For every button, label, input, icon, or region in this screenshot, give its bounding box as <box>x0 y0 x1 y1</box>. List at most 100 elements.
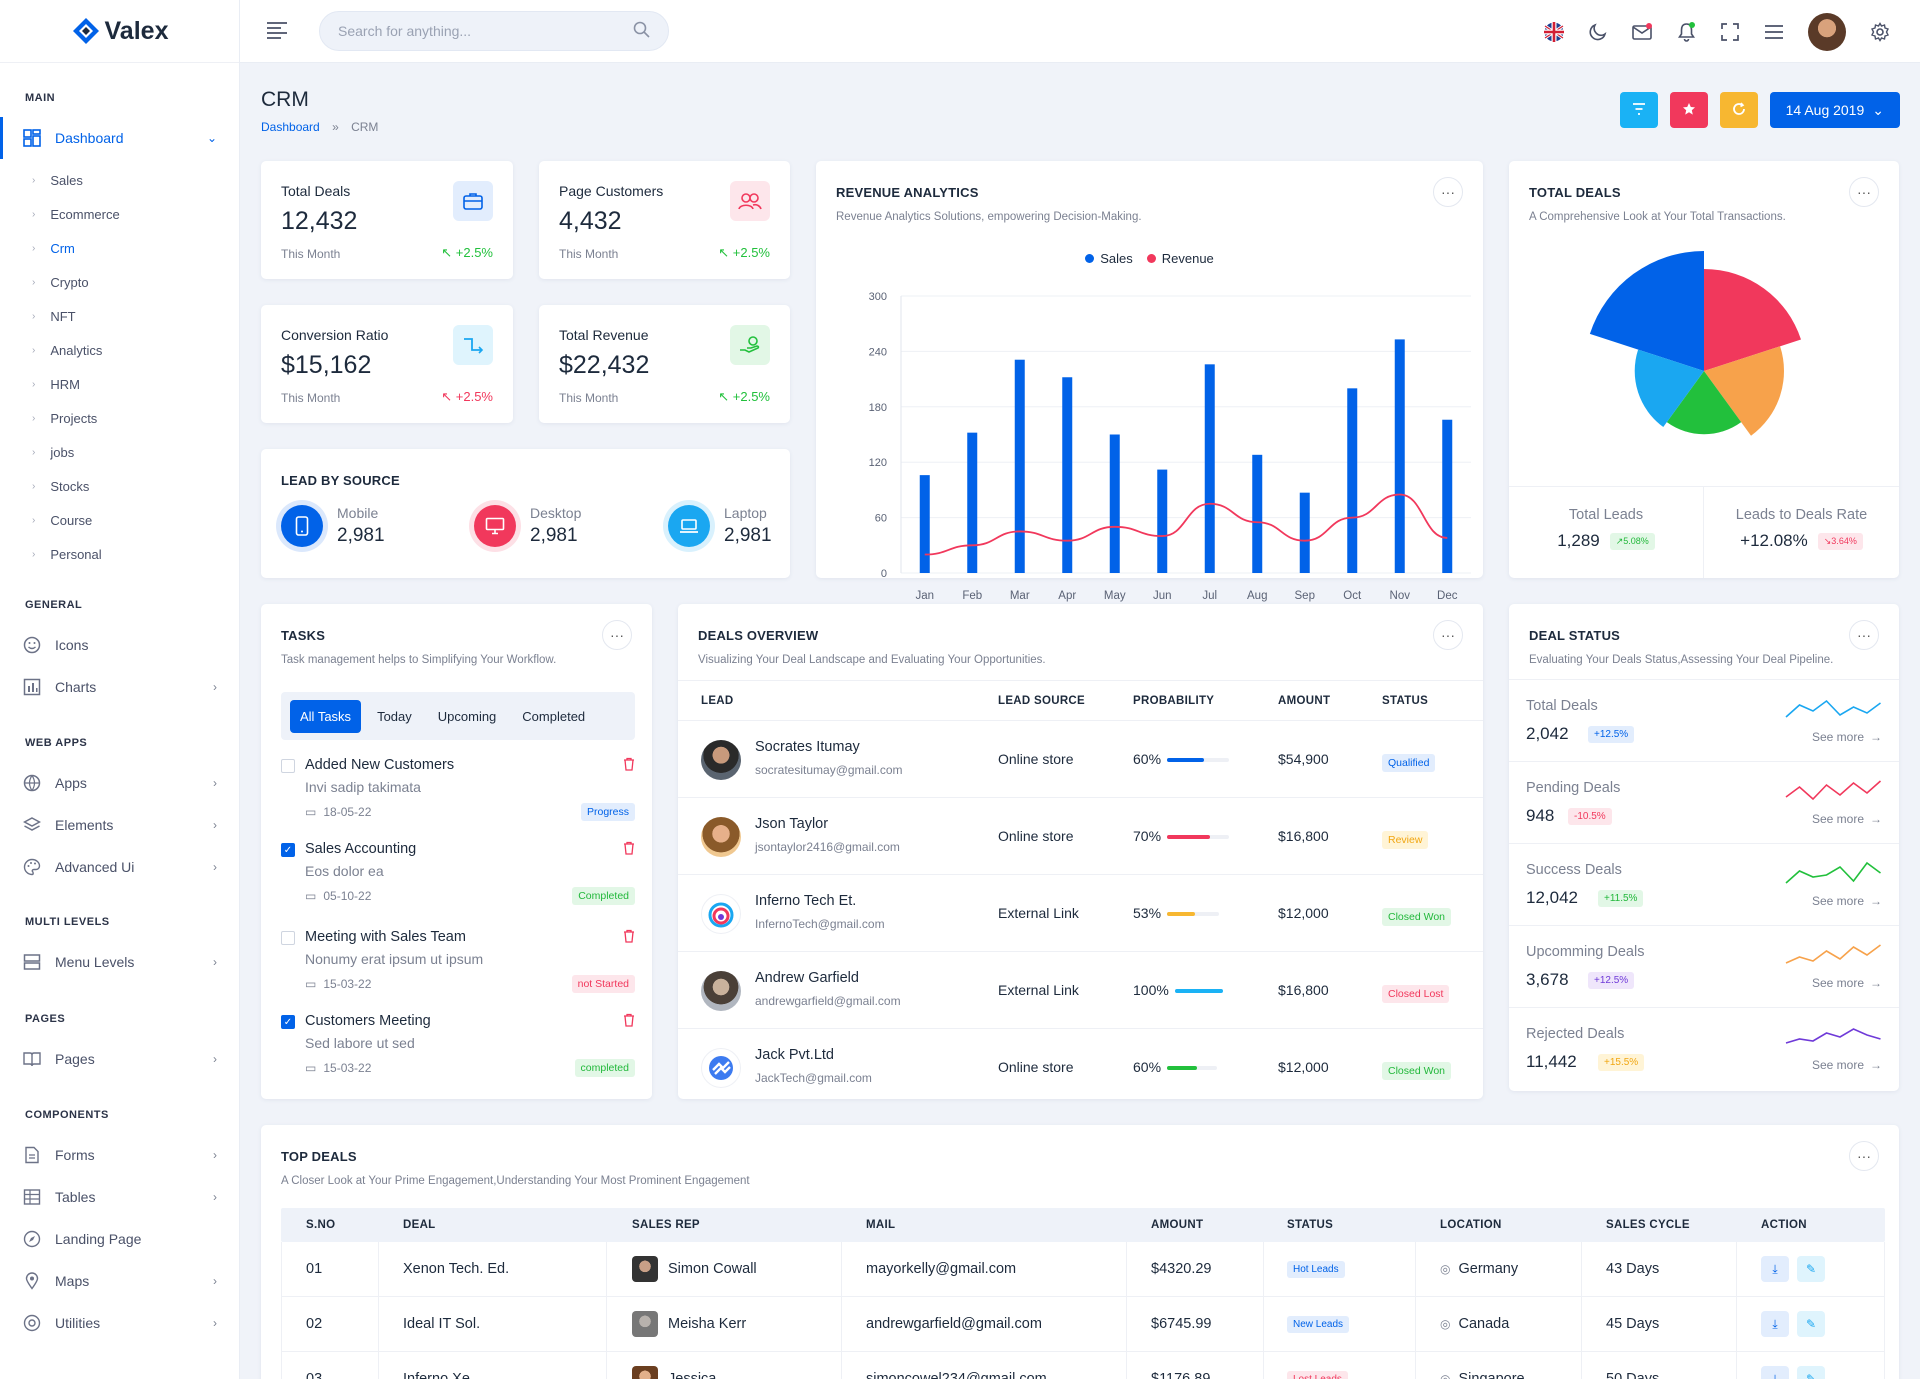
pie-slice-1[interactable] <box>1704 269 1801 371</box>
task-checkbox[interactable] <box>281 931 295 945</box>
task-checkbox[interactable] <box>281 759 295 773</box>
bar-sales-oct[interactable] <box>1347 388 1358 573</box>
search-box[interactable]: Search for anything... <box>319 11 669 51</box>
download-button[interactable]: ⤓ <box>1761 1256 1789 1282</box>
sidebar-item-maps[interactable]: Maps › <box>0 1260 239 1302</box>
bar-sales-may[interactable] <box>1109 434 1120 574</box>
edit-button[interactable]: ✎ <box>1797 1256 1825 1282</box>
more-options-button[interactable]: ··· <box>1849 177 1879 207</box>
bar-sales-dec[interactable] <box>1442 419 1453 573</box>
sidebar-item-utilities[interactable]: Utilities › <box>0 1302 239 1344</box>
menu-toggle-icon[interactable] <box>266 21 288 42</box>
sidebar-item-forms[interactable]: Forms › <box>0 1134 239 1176</box>
see-more-link[interactable]: See more → <box>1811 730 1882 744</box>
trash-icon[interactable] <box>623 1013 635 1030</box>
trash-icon[interactable] <box>623 757 635 774</box>
sidebar-item-menu-levels[interactable]: Menu Levels › <box>0 941 239 983</box>
refresh-button[interactable] <box>1719 92 1758 128</box>
table-row[interactable]: Json Taylor jsontaylor2416@gmail.com Onl… <box>678 797 1483 874</box>
search-icon[interactable] <box>633 21 650 41</box>
see-more-link[interactable]: See more → <box>1811 812 1882 826</box>
filter-button[interactable] <box>1619 92 1658 128</box>
download-button[interactable]: ⤓ <box>1761 1311 1789 1337</box>
more-options-button[interactable]: ··· <box>1433 177 1463 207</box>
pie-slice-4[interactable] <box>1634 349 1704 428</box>
sidebar-item-charts[interactable]: Charts › <box>0 666 239 708</box>
hamburger-menu-icon[interactable] <box>1764 22 1784 42</box>
tab-today[interactable]: Today <box>377 708 412 724</box>
bell-icon[interactable] <box>1676 21 1696 42</box>
legend-item-sales[interactable]: Sales <box>1085 251 1133 266</box>
more-options-button[interactable]: ··· <box>1849 1141 1879 1171</box>
more-options-button[interactable]: ··· <box>602 620 632 650</box>
see-more-link[interactable]: See more → <box>1811 1058 1882 1072</box>
moon-icon[interactable] <box>1588 22 1608 42</box>
sidebar-sub-analytics[interactable]: › Analytics <box>0 333 239 367</box>
sparkline <box>1785 1028 1881 1044</box>
trash-icon[interactable] <box>623 841 635 858</box>
bar-sales-feb[interactable] <box>967 432 978 573</box>
bar-sales-jul[interactable] <box>1204 364 1215 573</box>
sidebar-sub-course[interactable]: › Course <box>0 503 239 537</box>
sidebar-sub-jobs[interactable]: › jobs <box>0 435 239 469</box>
tab-upcoming[interactable]: Upcoming <box>437 708 497 724</box>
sidebar-sub-sales[interactable]: › Sales <box>0 163 239 197</box>
table-row[interactable]: 02 Ideal IT Sol. Meisha Kerr andrewgarfield… <box>281 1297 1885 1352</box>
table-row[interactable]: Andrew Garfield andrewgarfield@gmail.com… <box>678 951 1483 1028</box>
user-avatar[interactable] <box>1808 12 1846 51</box>
sidebar-item-pages[interactable]: Pages › <box>0 1038 239 1080</box>
table-row[interactable]: Socrates Itumay socratesitumay@gmail.com… <box>678 720 1483 797</box>
pie-slice-3[interactable] <box>1666 371 1742 435</box>
table-row[interactable]: Jack Pvt.Ltd JackTech@gmail.com Online s… <box>678 1028 1483 1099</box>
bar-sales-jan[interactable] <box>919 475 930 573</box>
uk-flag-icon[interactable] <box>1544 21 1564 42</box>
download-button[interactable]: ⤓ <box>1761 1366 1789 1379</box>
sidebar-item-icons[interactable]: Icons <box>0 624 239 666</box>
sidebar-item-apps[interactable]: Apps › <box>0 762 239 804</box>
table-row[interactable]: 01 Xenon Tech. Ed. Simon Cowall mayorkelly@… <box>281 1242 1885 1297</box>
see-more-link[interactable]: See more → <box>1811 894 1882 908</box>
more-options-button[interactable]: ··· <box>1433 620 1463 650</box>
tab-completed[interactable]: Completed <box>522 708 586 724</box>
bar-sales-sep[interactable] <box>1299 492 1310 573</box>
sidebar-sub-personal[interactable]: › Personal <box>0 537 239 571</box>
sidebar-sub-nft[interactable]: › NFT <box>0 299 239 333</box>
task-checkbox[interactable]: ✓ <box>281 843 295 857</box>
search-input[interactable]: Search for anything... <box>338 23 472 39</box>
table-row[interactable]: 03 Inferno Xe. Jessica simoncowel234@gmail.… <box>281 1352 1885 1379</box>
pie-slice-0[interactable] <box>1589 251 1704 371</box>
more-options-button[interactable]: ··· <box>1849 620 1879 650</box>
logo[interactable]: Valex <box>0 0 239 63</box>
breadcrumb-link-dashboard[interactable]: Dashboard <box>261 120 320 134</box>
mail-icon[interactable] <box>1632 22 1652 42</box>
favorite-button[interactable] <box>1669 92 1708 128</box>
edit-button[interactable]: ✎ <box>1797 1366 1825 1379</box>
sidebar-sub-crypto[interactable]: › Crypto <box>0 265 239 299</box>
fullscreen-icon[interactable] <box>1720 22 1740 42</box>
sidebar-item-tables[interactable]: Tables › <box>0 1176 239 1218</box>
sidebar-item-dashboard[interactable]: Dashboard ⌄ <box>0 117 239 159</box>
bar-sales-mar[interactable] <box>1014 359 1025 573</box>
sidebar-item-advanced-ui[interactable]: Advanced Ui › <box>0 846 239 888</box>
date-dropdown[interactable]: 14 Aug 2019 ⌄ <box>1769 92 1900 128</box>
sidebar-item-landing-page[interactable]: Landing Page <box>0 1218 239 1260</box>
pie-slice-2[interactable] <box>1704 346 1784 436</box>
bar-sales-nov[interactable] <box>1394 339 1405 573</box>
sidebar-sub-crm[interactable]: › Crm <box>0 231 239 265</box>
bar-sales-apr[interactable] <box>1062 377 1073 573</box>
table-row[interactable]: Inferno Tech Et. InfernoTech@gmail.com E… <box>678 874 1483 951</box>
sidebar-sub-hrm[interactable]: › HRM <box>0 367 239 401</box>
task-checkbox[interactable]: ✓ <box>281 1015 295 1029</box>
sidebar-sub-ecommerce[interactable]: › Ecommerce <box>0 197 239 231</box>
bar-sales-aug[interactable] <box>1252 454 1263 573</box>
legend-item-revenue[interactable]: Revenue <box>1146 251 1214 266</box>
sidebar-sub-projects[interactable]: › Projects <box>0 401 239 435</box>
trash-icon[interactable] <box>623 929 635 946</box>
bar-sales-jun[interactable] <box>1157 469 1168 573</box>
gear-icon[interactable] <box>1870 21 1890 42</box>
tab-all-tasks[interactable]: All Tasks <box>290 699 362 733</box>
edit-button[interactable]: ✎ <box>1797 1311 1825 1337</box>
see-more-link[interactable]: See more → <box>1811 976 1882 990</box>
sidebar-item-elements[interactable]: Elements › <box>0 804 239 846</box>
sidebar-sub-stocks[interactable]: › Stocks <box>0 469 239 503</box>
